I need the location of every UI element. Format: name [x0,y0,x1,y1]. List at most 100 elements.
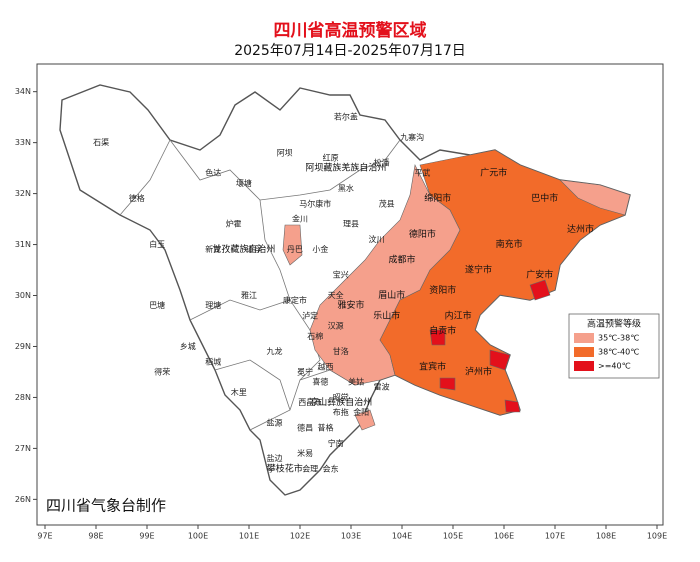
county-label: 小金 [312,244,328,254]
warning-area [429,329,446,346]
x-tick-label: 100E [188,532,208,541]
region-label: 成都市 [388,253,415,265]
x-tick-label: 106E [494,532,514,541]
county-label: 会理 [302,463,318,473]
warning-area [529,279,551,301]
region-label: 广安市 [526,269,553,281]
county-label: 平武 [414,168,430,178]
county-label: 西昌市 [298,397,322,407]
county-label: 得荣 [154,366,170,376]
region-label: 遂宁市 [465,264,492,276]
county-label: 盐边 [267,453,283,463]
county-label: 巴塘 [149,300,165,310]
county-label: 九龙 [267,346,283,356]
x-tick-label: 109E [647,532,667,541]
region-label: 南充市 [496,238,523,250]
region-label: 乐山市 [373,309,400,321]
warning-area [489,349,511,371]
county-label: 稻城 [205,356,221,366]
county-label: 金阳 [353,407,369,417]
county-label: 宁南 [328,438,344,448]
county-label: 壤塘 [236,178,252,188]
x-tick-label: 107E [545,532,565,541]
y-tick-label: 26N [15,495,31,504]
county-label: 康定市 [283,295,307,305]
y-tick-label: 31N [15,240,31,249]
warning-area [354,409,376,431]
y-tick-label: 29N [15,342,31,351]
region-label: 达州市 [567,223,594,235]
region-label: 自贡市 [429,325,456,337]
region-label: 广元市 [480,167,507,179]
warning-area [439,377,456,391]
region-label: 眉山市 [378,289,405,301]
x-tick-label: 103E [341,532,361,541]
county-label: 会东 [323,463,339,473]
county-label: 天全 [328,290,344,300]
county-label: 德格 [129,193,145,203]
county-label: 黑水 [338,183,354,193]
county-label: 美姑 [348,377,364,387]
legend-swatch [574,361,594,371]
y-tick-label: 33N [15,138,31,147]
county-label: 石棉 [307,331,323,341]
y-tick-label: 34N [15,87,31,96]
county-label: 若尔盖 [334,112,358,122]
county-label: 甘洛 [333,346,349,356]
county-label: 白玉 [149,239,165,249]
x-tick-label: 102E [290,532,310,541]
county-label: 九寨沟 [400,132,424,142]
y-tick-label: 32N [15,189,31,198]
x-tick-label: 98E [88,532,103,541]
region-label: 资阳市 [429,284,456,296]
x-tick-label: 105E [443,532,463,541]
county-label: 雅江 [241,290,257,300]
county-label: 理塘 [205,300,221,310]
legend-label: 38℃-40℃ [598,348,639,357]
region-label: 攀枝花市 [267,462,303,474]
county-label: 木里 [231,387,247,397]
county-label: 布拖 [333,407,349,417]
county-label: 汶川 [369,234,385,244]
legend-title: 高温预警等级 [587,318,641,330]
region-label: 德阳市 [409,228,436,240]
county-label: 茂县 [379,198,395,208]
legend-label: 35℃-38℃ [598,334,639,343]
county-label: 金川 [292,214,308,224]
county-label: 红原 [323,152,339,162]
legend-swatch [574,333,594,343]
prefecture-boundary [189,299,291,321]
county-label: 石渠 [93,137,109,147]
region-label: 宜宾市 [419,360,446,372]
credit: 四川省气象台制作 [46,497,166,515]
region-label: 甘孜藏族自治州 [212,243,275,255]
county-label: 普格 [318,423,334,433]
county-label: 米易 [297,448,313,458]
region-label: 内江市 [445,309,472,321]
region-label: 阿坝藏族羌族自治州 [305,162,386,174]
county-label: 丹巴 [287,245,303,254]
county-label: 泸定 [302,310,318,320]
prefecture-boundary [169,139,401,201]
x-tick-label: 97E [37,532,52,541]
warning-area [559,179,631,216]
legend-swatch [574,347,594,357]
county-label: 色达 [205,168,221,178]
county-label: 阿坝 [277,148,293,157]
county-label: 道孚 [246,244,262,254]
x-tick-label: 99E [139,532,154,541]
y-tick-label: 27N [15,444,31,453]
county-label: 炉霍 [226,219,242,229]
legend: 高温预警等级 35℃-38℃ 38℃-40℃ >=40℃ [568,313,660,379]
prefecture-boundary [119,139,171,216]
region-label: 雅安市 [337,299,364,311]
county-label: 昭觉 [333,392,349,402]
region-label: 泸州市 [465,365,492,377]
county-label: 宝兴 [333,270,349,280]
county-label: 汉源 [328,322,344,331]
map-frame [36,63,664,526]
title: 四川省高温预警区域 [274,20,427,41]
y-tick-label: 30N [15,291,31,300]
county-label: 盐源 [267,417,283,427]
